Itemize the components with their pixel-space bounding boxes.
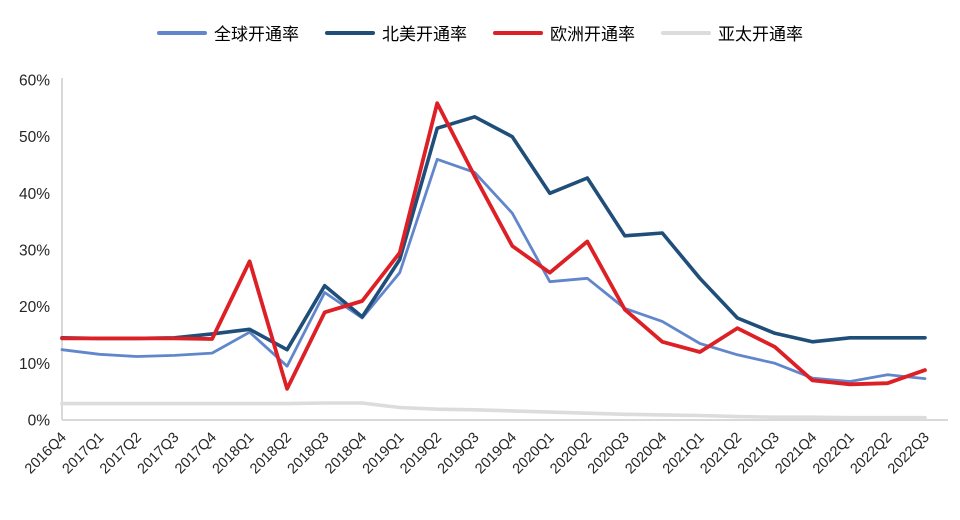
legend-item-3: 亚太开通率 [661,20,803,45]
legend-item-0: 全球开通率 [157,20,299,45]
chart-legend: 全球开通率 北美开通率 欧洲开通率 亚太开通率 [0,20,960,45]
series-line-2 [60,101,927,391]
series-line-1 [60,115,927,352]
legend-line-swatch [325,30,375,35]
legend-label: 北美开通率 [382,25,467,44]
y-tick-label: 20% [19,299,50,316]
y-tick-label: 10% [19,356,50,373]
x-tick-label: 2022Q3 [885,430,933,478]
legend-item-1: 北美开通率 [325,20,467,45]
legend-label: 亚太开通率 [718,25,803,44]
y-tick-label: 50% [19,129,50,146]
legend-line-swatch [493,30,543,35]
legend-item-2: 欧洲开通率 [493,20,635,45]
y-tick-label: 0% [28,413,51,430]
y-tick-label: 30% [19,243,50,260]
legend-line-swatch [157,30,207,35]
legend-line-swatch [661,30,711,35]
y-tick-label: 60% [19,73,50,90]
y-tick-label: 40% [19,186,50,203]
series-line-0 [60,157,927,383]
legend-label: 欧洲开通率 [550,25,635,44]
legend-label: 全球开通率 [214,25,299,44]
series-line-3 [60,401,927,420]
